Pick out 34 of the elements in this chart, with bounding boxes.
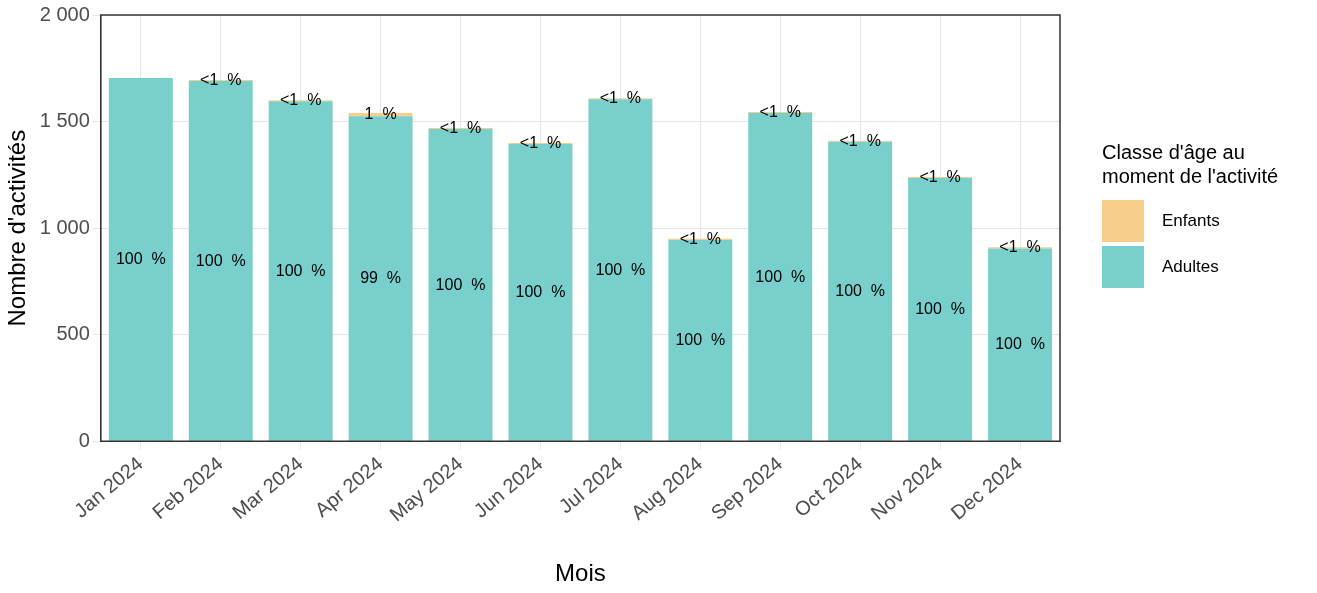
annotation: <1 %: [839, 131, 881, 149]
annotation: <1 %: [200, 70, 242, 88]
y-tick-label: 1 500: [39, 109, 90, 132]
annotation: 100 %: [675, 331, 726, 349]
annotation: <1 %: [439, 118, 482, 136]
text: Enfants: [1162, 211, 1220, 231]
annotation: <1 %: [519, 133, 562, 151]
text: Adultes: [1162, 257, 1219, 277]
y-axis-title: Nombre d'activités: [3, 129, 31, 327]
annotation: <1 %: [999, 238, 1041, 256]
x-axis-title: Mois: [555, 559, 606, 587]
annotation: 100 %: [195, 251, 246, 269]
annotation: <1 %: [759, 102, 801, 120]
y-tick-label: 2 000: [39, 2, 90, 25]
annotation: 100 %: [995, 335, 1045, 353]
y-tick-label: 1 000: [39, 215, 90, 238]
y-tick-label: 0: [78, 428, 90, 451]
legend-title: Classe d'âge au moment de l'activité: [1102, 140, 1279, 188]
annotation: 100 %: [275, 261, 326, 279]
annotation: <1 %: [599, 89, 642, 107]
annotation: <1 %: [279, 91, 322, 109]
bar: [108, 77, 173, 441]
annotation: <1 %: [919, 167, 961, 185]
annotation: 100 %: [755, 267, 806, 285]
annotation: <1 %: [679, 229, 721, 247]
annotation: 100 %: [435, 275, 486, 293]
y-tick-label: 500: [56, 322, 90, 345]
annotation: 100 %: [515, 283, 566, 301]
annotation: 1 %: [364, 105, 397, 123]
annotation: 100 %: [835, 282, 886, 300]
annotation: 100 %: [115, 250, 166, 268]
annotation: 99 %: [360, 269, 402, 287]
annotation: 100 %: [595, 260, 646, 278]
annotation: 100 %: [915, 300, 966, 318]
